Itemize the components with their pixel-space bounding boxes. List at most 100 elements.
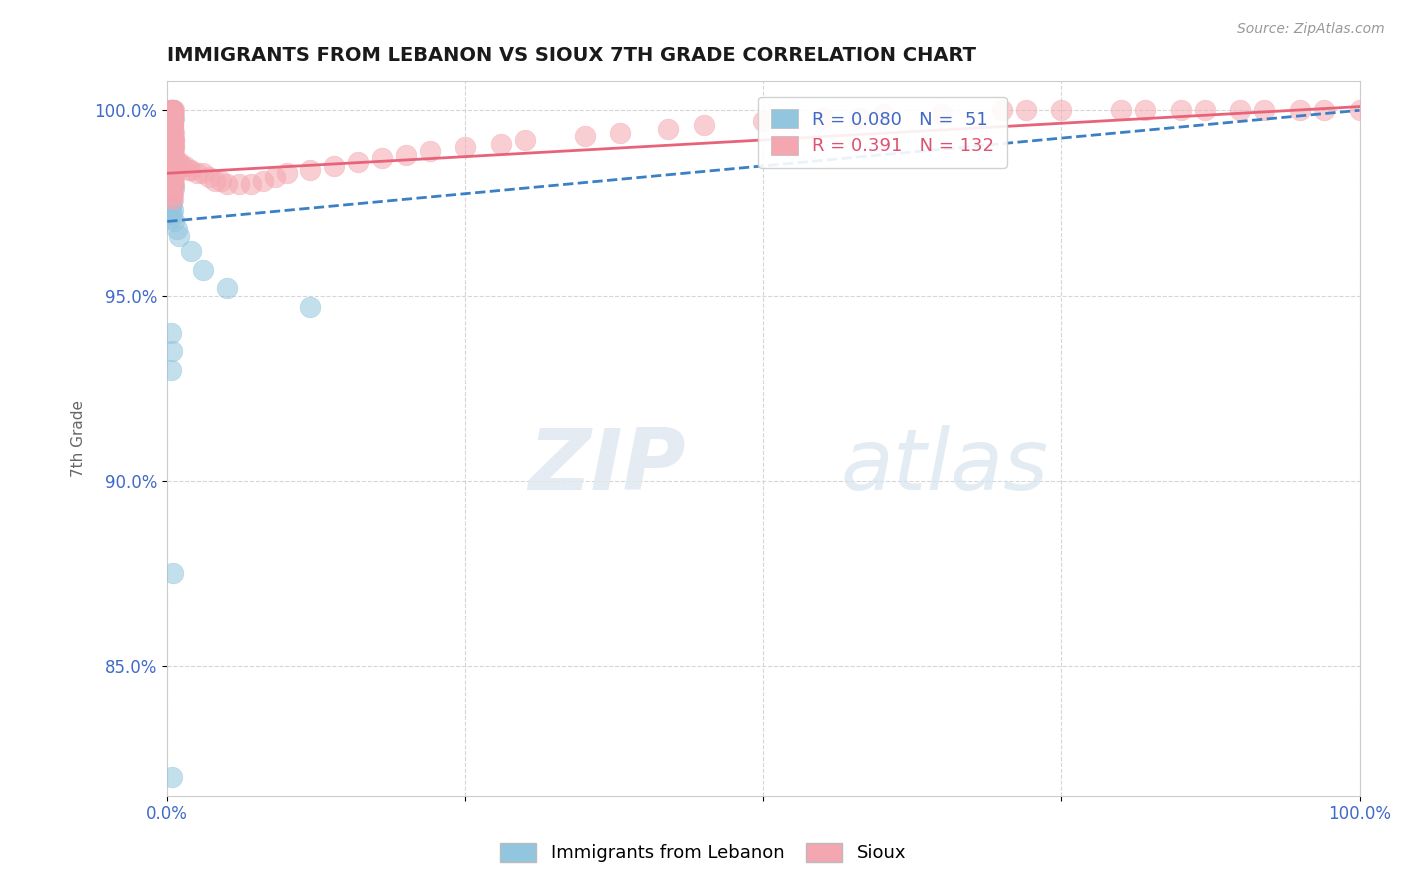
Point (159, 114, 181, 128)
Point (160, 126, 183, 140)
Point (160, 126, 183, 140)
Point (160, 144, 183, 158)
Point (228, 178, 250, 192)
Point (1109, 103, 1132, 118)
Point (160, 121, 183, 136)
Y-axis label: 7th Grade: 7th Grade (72, 400, 86, 476)
Point (160, 129, 183, 144)
Point (347, 155, 370, 169)
Point (160, 129, 183, 144)
Point (160, 181, 183, 195)
Point (162, 118, 184, 132)
Point (263, 169, 285, 184)
Point (162, 140, 184, 154)
Point (160, 129, 183, 144)
Point (160, 136, 183, 151)
Point (395, 148, 418, 162)
Point (163, 140, 186, 154)
Point (160, 362, 183, 376)
Point (180, 244, 202, 259)
Point (162, 155, 184, 169)
Point (215, 281, 238, 295)
Point (162, 178, 184, 192)
Point (574, 129, 596, 144)
Point (162, 103, 184, 118)
Point (160, 107, 183, 121)
Point (191, 262, 214, 277)
Point (160, 159, 183, 173)
Point (160, 126, 183, 140)
Point (160, 207, 183, 221)
Point (1289, 103, 1312, 118)
Point (160, 111, 183, 125)
Point (454, 140, 477, 154)
Point (160, 344, 183, 359)
Point (160, 107, 183, 121)
Point (167, 229, 190, 244)
Point (160, 103, 183, 118)
Point (160, 114, 183, 128)
Point (162, 152, 184, 166)
Point (162, 178, 184, 192)
Point (177, 162, 200, 177)
Point (180, 162, 202, 177)
Point (160, 140, 183, 154)
Point (609, 126, 631, 140)
Point (162, 152, 184, 166)
Point (160, 770, 183, 784)
Point (163, 126, 186, 140)
Point (163, 111, 186, 125)
Point (160, 162, 183, 177)
Point (160, 174, 183, 188)
Point (162, 114, 184, 128)
Point (160, 118, 183, 132)
Legend: R = 0.080   N =  51, R = 0.391   N = 132: R = 0.080 N = 51, R = 0.391 N = 132 (758, 97, 1007, 168)
Text: Source: ZipAtlas.com: Source: ZipAtlas.com (1237, 22, 1385, 37)
Point (160, 159, 183, 173)
Point (1253, 103, 1275, 118)
Point (186, 166, 208, 180)
Point (160, 144, 183, 158)
Point (160, 121, 183, 136)
Point (160, 144, 183, 158)
Point (160, 126, 183, 140)
Point (162, 107, 184, 121)
Point (162, 133, 184, 147)
Point (160, 136, 183, 151)
Point (1348, 103, 1371, 118)
Point (160, 174, 183, 188)
Point (160, 129, 183, 144)
Point (162, 133, 184, 147)
Point (160, 181, 183, 195)
Point (752, 114, 775, 128)
Point (167, 155, 190, 169)
Point (252, 174, 274, 188)
Point (163, 148, 186, 162)
Point (160, 103, 183, 118)
Point (160, 114, 183, 128)
Point (160, 103, 183, 118)
Point (163, 103, 186, 118)
Point (160, 155, 183, 169)
Point (239, 178, 262, 192)
Point (163, 181, 186, 195)
Point (163, 162, 186, 177)
Point (160, 111, 183, 125)
Point (160, 129, 183, 144)
Point (162, 103, 184, 118)
Point (160, 111, 183, 125)
Point (162, 169, 184, 184)
Point (163, 178, 186, 192)
Point (160, 114, 183, 128)
Point (166, 155, 188, 169)
Point (657, 121, 679, 136)
Point (163, 214, 186, 228)
Point (1050, 103, 1073, 118)
Point (160, 111, 183, 125)
Point (160, 121, 183, 136)
Point (162, 185, 184, 199)
Point (162, 166, 184, 180)
Text: ZIP: ZIP (529, 425, 686, 508)
Point (162, 126, 184, 140)
Point (160, 174, 183, 188)
